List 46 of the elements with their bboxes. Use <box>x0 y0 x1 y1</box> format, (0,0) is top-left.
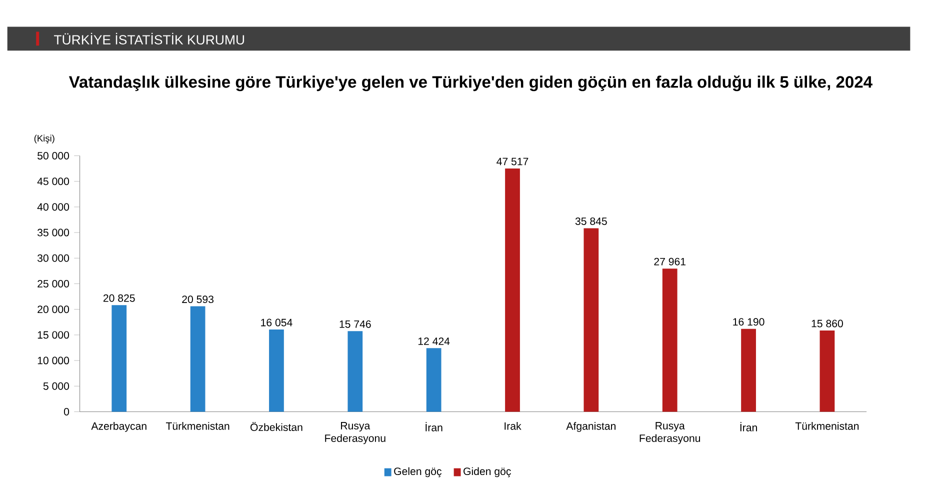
bar <box>505 168 520 412</box>
x-tick-label: Rusya Federasyonu <box>640 422 700 444</box>
legend-label: Giden göç <box>464 467 511 478</box>
data-label: 27 961 <box>654 258 686 266</box>
y-axis-title: (Kişi) <box>34 134 54 144</box>
x-tick-label: Özbekistan <box>250 422 302 431</box>
y-tick-label: 0 <box>64 408 70 416</box>
data-label: 16 054 <box>261 318 292 326</box>
x-tick-label: Türkmenistan <box>166 422 230 430</box>
data-label: 16 190 <box>733 318 764 326</box>
y-tick-label: 20 000 <box>38 306 70 314</box>
x-tick-label: İran <box>740 422 757 432</box>
bar <box>662 268 678 412</box>
legend-label: Gelen göç <box>394 467 442 478</box>
x-tick-label: Rusya Federasyonu <box>325 422 386 444</box>
x-tick-label: Afganistan <box>566 422 616 432</box>
bar <box>348 331 363 412</box>
chart-title: Vatandaşlık ülkesine göre Türkiye'ye gelen ve Türkiye'den giden göçün en fazla olduğu ilk 5 ülke, 2024 <box>68 75 872 92</box>
x-tick-label: İran <box>426 422 442 432</box>
data-label: 15 746 <box>340 320 371 328</box>
y-tick-label: 40 000 <box>37 203 70 211</box>
data-label: 20 825 <box>103 294 135 302</box>
y-tick-label: 15 000 <box>38 331 70 339</box>
bar <box>190 306 206 412</box>
chart-subtitle: TÜRKİYE İSTATİSTİK KURUMU <box>54 32 244 44</box>
y-tick-label: 45 000 <box>37 178 70 186</box>
bar <box>269 329 284 412</box>
x-tick-label: Azerbaycan <box>91 422 146 432</box>
bar <box>426 348 442 412</box>
data-label: 20 593 <box>182 296 214 303</box>
bar <box>584 228 599 412</box>
y-tick-label: 30 000 <box>37 254 70 262</box>
y-tick-label: 5 000 <box>43 382 70 390</box>
y-tick-label: 10 000 <box>38 356 70 364</box>
y-tick-label: 25 000 <box>38 280 70 288</box>
bar <box>820 330 835 412</box>
x-tick-label: Türkmenistan <box>795 422 859 430</box>
data-label: 35 845 <box>575 217 607 225</box>
y-tick-label: 35 000 <box>37 228 70 236</box>
x-tick-label: Irak <box>504 422 522 430</box>
bar <box>741 328 756 412</box>
y-tick-label: 50 000 <box>38 152 70 160</box>
data-label: 15 860 <box>812 320 843 328</box>
bar <box>112 305 127 412</box>
data-label: 47 517 <box>496 158 528 166</box>
data-label: 12 424 <box>418 337 450 345</box>
